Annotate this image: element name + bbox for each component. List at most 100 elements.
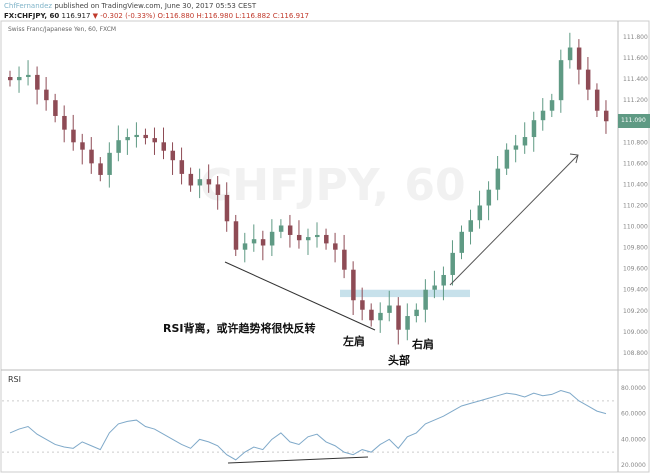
candle — [80, 142, 85, 150]
candle — [423, 289, 428, 310]
publish-info: ChfFernandez published on TradingView.co… — [4, 2, 256, 10]
candle — [351, 269, 356, 301]
candle — [396, 305, 401, 330]
candle — [278, 225, 284, 232]
price-tick-label: 110.600 — [623, 160, 648, 167]
candle — [441, 274, 446, 286]
candle — [495, 168, 501, 190]
candle — [432, 285, 437, 290]
price-tick-label: 110.800 — [623, 139, 648, 146]
candle — [342, 249, 347, 270]
candle — [143, 134, 148, 139]
candle — [414, 309, 419, 317]
rsi-trendline[interactable] — [227, 456, 369, 464]
head-label: 头部 — [388, 353, 410, 367]
candle — [215, 184, 221, 195]
divergence-label: RSI背离，或许趋势将很快反转 — [163, 321, 316, 335]
rsi-tick-label: 40.0000 — [621, 436, 646, 443]
candle — [585, 69, 591, 90]
price-tag — [618, 114, 650, 128]
price-tick-label: 110.400 — [623, 181, 648, 188]
candle — [504, 149, 510, 169]
candle — [242, 243, 248, 250]
candle — [405, 316, 410, 330]
rsi-line — [9, 390, 607, 461]
chart-frame — [0, 20, 650, 473]
uptrend-arrow[interactable] — [449, 154, 579, 286]
candle — [296, 234, 302, 241]
candle — [35, 74, 40, 90]
candle — [567, 47, 573, 61]
symbol-info: FX:CHFJPY, 60 116.917 ▼ -0.302 (-0.33%) … — [4, 12, 309, 20]
watermark: CHFJPY, 60 — [200, 160, 466, 211]
candle — [53, 100, 58, 116]
high: H:116.980 — [196, 12, 234, 20]
author-link[interactable]: ChfFernandez — [4, 2, 53, 10]
price-tick-label: 111.400 — [623, 76, 648, 83]
candle — [107, 152, 112, 175]
candle — [450, 252, 455, 275]
last-price: 116.917 — [61, 12, 91, 20]
price-tick-label: 111.200 — [623, 97, 648, 104]
candle — [161, 142, 167, 151]
price-tick-label: 108.800 — [623, 350, 648, 357]
rsi-title: RSI — [8, 375, 21, 384]
candle — [315, 234, 320, 238]
left-shoulder-label: 左肩 — [342, 334, 365, 348]
candle — [224, 194, 230, 222]
candle — [594, 89, 600, 111]
candle — [8, 77, 13, 81]
candle — [179, 160, 185, 174]
price-tick-label: 111.800 — [623, 34, 648, 41]
candle — [71, 129, 76, 143]
price-tick-label: 109.600 — [623, 266, 648, 273]
candle — [206, 179, 212, 185]
candle — [531, 120, 537, 138]
candle — [558, 60, 564, 101]
price-tick-label: 111.600 — [623, 55, 648, 62]
candle — [89, 149, 94, 164]
candle — [26, 74, 31, 78]
candle — [324, 234, 329, 244]
open: O:116.880 — [157, 12, 195, 20]
candle — [269, 231, 275, 246]
price-tick-label: 110.200 — [623, 202, 648, 209]
price-tick-label: 110.000 — [623, 224, 648, 231]
candle — [251, 239, 257, 244]
candle — [477, 205, 483, 221]
candle — [387, 305, 392, 313]
candle — [513, 145, 519, 150]
candle — [17, 77, 22, 81]
price-tick-label: 109.800 — [623, 245, 648, 252]
candle — [468, 220, 474, 232]
publish-date: published on TradingView.com, June 30, 2… — [54, 2, 257, 10]
candle — [333, 243, 338, 250]
rsi-tick-label: 20.0000 — [621, 462, 646, 469]
price-tick-label: 109.000 — [623, 329, 648, 336]
candle — [459, 231, 464, 253]
candle — [134, 134, 139, 138]
candle — [116, 140, 121, 153]
candle — [287, 225, 293, 235]
candle — [360, 300, 365, 310]
candle — [549, 100, 555, 111]
candle — [62, 115, 67, 130]
price-trendline[interactable] — [224, 261, 376, 331]
candle — [260, 239, 266, 246]
candle — [197, 179, 203, 186]
price-tick-label: 109.400 — [623, 287, 648, 294]
candle — [125, 137, 130, 141]
candle — [188, 173, 194, 186]
arrow-head-icon — [569, 153, 579, 164]
rsi-tick-label: 60.0000 — [621, 411, 646, 418]
candle — [233, 221, 239, 250]
support-zone[interactable] — [340, 289, 470, 298]
candle — [603, 110, 609, 122]
price-change: ▼ -0.302 (-0.33%) — [92, 12, 156, 20]
symbol: FX:CHFJPY, 60 — [4, 12, 60, 20]
candle — [44, 89, 49, 101]
close: C:116.917 — [272, 12, 309, 20]
candle — [152, 138, 157, 143]
candle — [305, 237, 311, 241]
